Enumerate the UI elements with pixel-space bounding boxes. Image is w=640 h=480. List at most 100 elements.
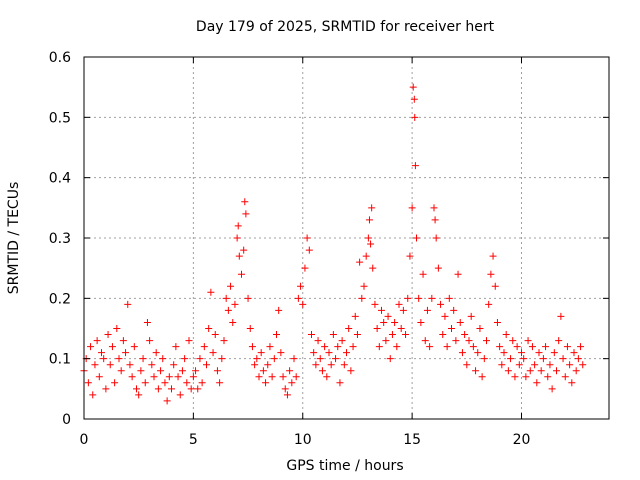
data-point: [115, 355, 123, 363]
data-point: [362, 252, 370, 260]
data-point: [157, 367, 165, 375]
data-point: [303, 234, 311, 242]
y-tick-label: 0.3: [49, 231, 71, 247]
data-point: [340, 361, 348, 369]
data-point: [397, 325, 405, 332]
data-point: [463, 361, 471, 369]
data-point: [108, 343, 116, 351]
data-point: [365, 216, 373, 224]
x-tick-label: 10: [294, 432, 312, 448]
data-point: [579, 361, 587, 369]
data-point: [496, 343, 504, 351]
data-point: [305, 246, 313, 254]
data-point: [338, 337, 346, 345]
ticks-layer: [83, 56, 609, 420]
data-point: [384, 312, 392, 320]
data-point: [133, 385, 140, 393]
data-point: [380, 318, 388, 326]
data-point: [323, 373, 331, 381]
x-tick-label: 20: [513, 432, 531, 448]
data-point: [148, 361, 156, 369]
data-point: [163, 397, 171, 405]
data-point: [122, 349, 130, 357]
data-point: [124, 300, 132, 308]
data-point: [360, 282, 368, 290]
data-point: [555, 337, 563, 345]
data-point: [410, 95, 418, 103]
data-point: [443, 343, 451, 351]
data-point: [553, 367, 560, 375]
data-point: [489, 252, 497, 260]
data-point: [275, 306, 283, 314]
data-point: [93, 337, 101, 345]
data-point: [310, 349, 318, 357]
x-tick-label: 0: [80, 432, 89, 448]
data-point: [321, 343, 329, 351]
data-point: [504, 367, 512, 375]
data-point: [231, 300, 239, 308]
data-point: [130, 343, 138, 351]
data-point: [268, 373, 276, 381]
data-point: [417, 318, 425, 326]
data-point: [452, 337, 460, 345]
data-point: [570, 349, 578, 357]
data-point: [507, 355, 515, 363]
y-tick-label: 0.1: [49, 352, 71, 368]
data-point: [119, 337, 127, 345]
data-point: [244, 294, 252, 302]
data-point: [135, 391, 143, 399]
data-point: [234, 222, 242, 230]
data-point: [445, 294, 453, 302]
data-point: [325, 349, 333, 357]
data-point: [434, 264, 442, 272]
data-point: [279, 373, 287, 381]
data-point: [240, 246, 248, 254]
y-tick-label: 0.4: [49, 171, 71, 187]
data-point: [458, 349, 466, 357]
data-point: [301, 264, 309, 272]
data-point: [432, 234, 440, 242]
data-point: [513, 343, 521, 351]
data-point: [347, 367, 355, 375]
data-point: [528, 343, 536, 351]
data-point: [500, 349, 508, 357]
data-point: [511, 373, 519, 381]
data-point: [104, 331, 112, 339]
data-point: [283, 391, 291, 399]
data-point: [98, 349, 105, 357]
data-point: [472, 367, 480, 375]
data-point: [336, 379, 344, 387]
data-point: [159, 355, 167, 363]
data-point: [178, 367, 186, 375]
data-point: [520, 355, 528, 363]
data-point: [524, 337, 532, 345]
data-point: [183, 379, 191, 387]
data-point: [257, 349, 265, 357]
data-point: [172, 343, 180, 351]
data-point: [559, 355, 567, 363]
data-point: [111, 379, 119, 387]
data-point: [577, 343, 585, 351]
data-point: [84, 379, 92, 387]
data-point: [522, 373, 530, 381]
data-point: [241, 198, 249, 206]
x-axis-label: GPS time / hours: [286, 458, 403, 474]
data-point: [430, 204, 438, 212]
data-point: [402, 331, 410, 339]
data-point: [266, 343, 274, 351]
data-point: [421, 337, 429, 345]
data-point: [542, 343, 550, 351]
data-point: [419, 270, 427, 278]
data-point: [487, 270, 495, 278]
data-point: [248, 343, 256, 351]
data-point: [229, 318, 237, 326]
data-point: [192, 367, 200, 375]
data-point: [297, 282, 305, 290]
data-point: [428, 294, 436, 302]
data-point: [141, 379, 149, 387]
data-point: [415, 294, 423, 302]
data-point: [154, 385, 162, 393]
data-point: [356, 258, 364, 266]
data-point: [262, 379, 270, 387]
data-point: [408, 204, 416, 212]
